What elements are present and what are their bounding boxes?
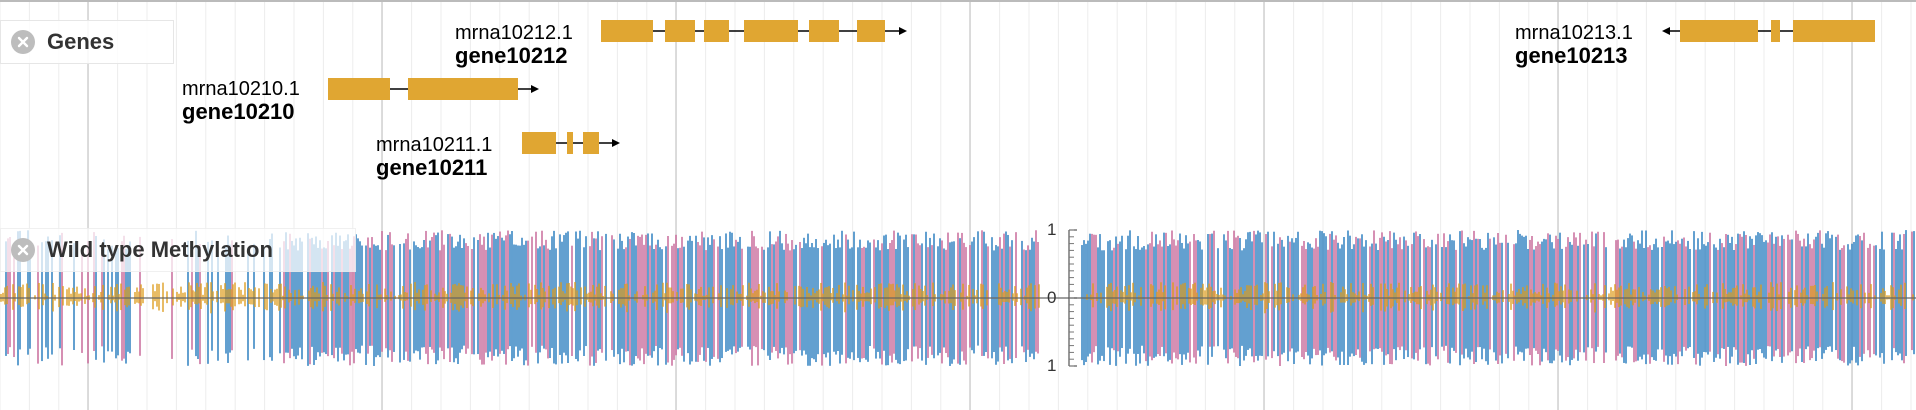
methylation-track-title: Wild type Methylation (47, 237, 273, 262)
mrna-label: mrna10210.1 (182, 78, 300, 100)
mrna-label: mrna10212.1 (455, 22, 573, 44)
methylation-track-label: Wild type Methylation (0, 228, 356, 272)
gene-model (1662, 20, 1875, 42)
mrna-label: mrna10211.1 (376, 134, 493, 156)
gene-feature-gene10212[interactable]: mrna10212.1 gene10212 (455, 18, 915, 74)
axis-top-label: 1 (1047, 220, 1057, 239)
close-circle-icon[interactable] (11, 30, 35, 54)
gene-model (601, 20, 907, 42)
gene-feature-gene10211[interactable]: mrna10211.1 gene10211 (376, 130, 636, 186)
axis-middle-label: 0 (1047, 288, 1057, 307)
axis-bottom-label: 1 (1047, 356, 1057, 375)
methylation-signal (0, 230, 1916, 366)
mrna-label: mrna10213.1 (1515, 22, 1633, 44)
gene-label: gene10210 (182, 99, 295, 124)
gene-feature-gene10213[interactable]: mrna10213.1 gene10213 (1515, 18, 1905, 74)
gene-model (522, 132, 620, 154)
gene-model (328, 78, 539, 100)
gene-label: gene10212 (455, 43, 568, 68)
methylation-axis: 1 0 1 (1036, 220, 1086, 375)
gene-label: gene10211 (376, 155, 488, 180)
close-circle-icon[interactable] (11, 238, 35, 262)
gene-feature-gene10210[interactable]: mrna10210.1 gene10210 (182, 72, 542, 128)
genes-track-title: Genes (47, 29, 115, 54)
gene-label: gene10213 (1515, 43, 1628, 68)
genes-track-label: Genes (0, 20, 174, 64)
